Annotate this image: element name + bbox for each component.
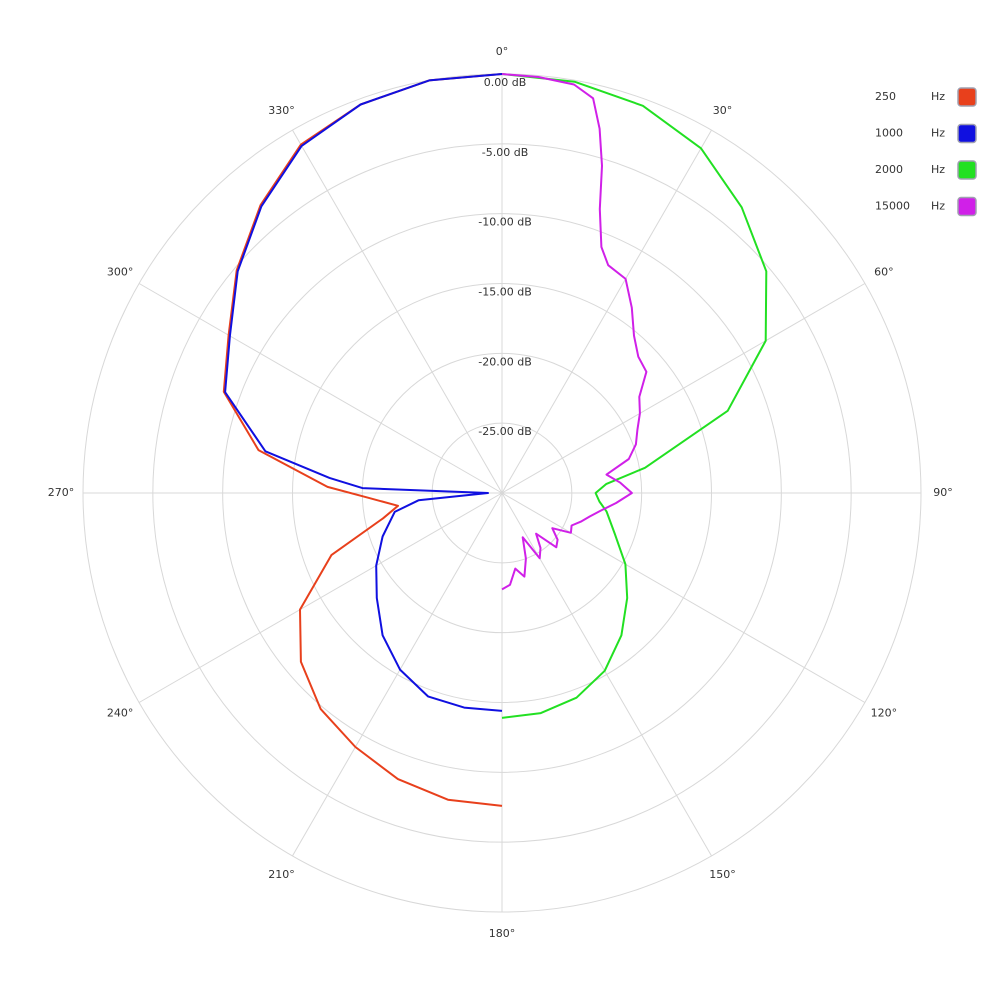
legend-swatch xyxy=(957,160,977,180)
angle-tick-label: 150° xyxy=(709,868,736,881)
grid-spoke xyxy=(501,283,866,494)
grid-spoke xyxy=(501,492,866,703)
angle-tick-label: 0° xyxy=(496,45,509,58)
angle-tick-label: 180° xyxy=(489,927,516,940)
series-curve xyxy=(501,73,648,591)
angle-tick-label: 120° xyxy=(871,707,898,720)
grid-spoke xyxy=(138,492,503,703)
grid-spoke xyxy=(501,492,712,857)
legend-unit: Hz xyxy=(931,90,945,103)
angle-tick-label: 270° xyxy=(48,486,75,499)
radius-tick-label: 0.00 dB xyxy=(484,76,527,89)
grid-spoke xyxy=(292,492,503,857)
legend-label: 15000 xyxy=(875,200,910,213)
angle-tick-label: 30° xyxy=(713,104,733,117)
angle-tick-label: 60° xyxy=(874,266,894,279)
legend-unit: Hz xyxy=(931,127,945,140)
radius-tick-label: -5.00 dB xyxy=(482,146,529,159)
radius-tick-label: -25.00 dB xyxy=(478,425,532,438)
legend-label: 1000 xyxy=(875,127,903,140)
legend-swatch xyxy=(957,123,977,144)
legend-label: 2000 xyxy=(875,163,903,176)
grid-spoke xyxy=(501,129,712,494)
angle-tick-label: 300° xyxy=(107,266,134,279)
grid-spoke xyxy=(292,129,503,494)
radius-tick-label: -10.00 dB xyxy=(478,216,532,229)
series-curve xyxy=(501,73,768,719)
angle-tick-label: 210° xyxy=(268,868,295,881)
series-curve xyxy=(222,73,503,807)
series-curve xyxy=(224,73,503,712)
angle-tick-label: 90° xyxy=(933,486,953,499)
angle-tick-label: 330° xyxy=(268,104,295,117)
legend-unit: Hz xyxy=(931,163,945,176)
legend-swatch xyxy=(957,87,977,107)
radius-tick-label: -15.00 dB xyxy=(478,286,532,299)
radius-tick-label: -20.00 dB xyxy=(478,355,532,368)
legend-swatch xyxy=(957,196,977,217)
legend-unit: Hz xyxy=(931,200,945,213)
angle-tick-label: 240° xyxy=(107,707,134,720)
legend-label: 250 xyxy=(875,90,896,103)
grid-spoke xyxy=(138,283,503,494)
